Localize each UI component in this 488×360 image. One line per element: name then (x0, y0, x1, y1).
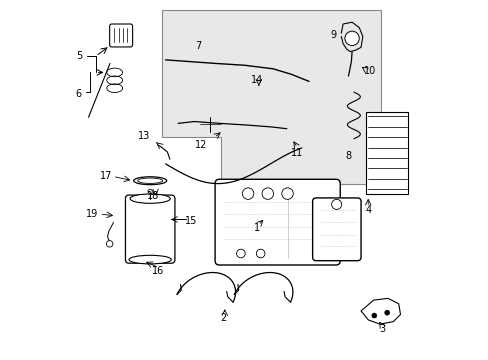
Text: 17: 17 (100, 171, 112, 181)
Circle shape (384, 310, 389, 315)
Circle shape (148, 189, 152, 194)
Ellipse shape (130, 194, 170, 203)
Circle shape (344, 31, 359, 45)
Circle shape (331, 199, 341, 210)
Text: 2: 2 (220, 313, 225, 323)
Text: 1: 1 (253, 224, 260, 233)
FancyBboxPatch shape (109, 24, 132, 47)
Ellipse shape (129, 255, 171, 264)
Text: 18: 18 (146, 191, 159, 201)
Ellipse shape (133, 177, 166, 185)
FancyBboxPatch shape (125, 195, 175, 263)
Text: 10: 10 (363, 66, 375, 76)
Polygon shape (162, 10, 380, 184)
FancyBboxPatch shape (312, 198, 360, 261)
Polygon shape (360, 298, 400, 324)
Circle shape (256, 249, 264, 258)
Text: 9: 9 (330, 30, 336, 40)
Text: 15: 15 (184, 216, 197, 226)
Text: 8: 8 (345, 151, 351, 161)
Ellipse shape (137, 178, 163, 183)
Circle shape (236, 249, 244, 258)
Circle shape (106, 240, 113, 247)
Text: 3: 3 (379, 324, 385, 334)
Text: 13: 13 (138, 131, 150, 141)
Text: 11: 11 (291, 148, 303, 158)
Text: 16: 16 (152, 266, 164, 276)
FancyBboxPatch shape (215, 179, 340, 265)
Text: 19: 19 (86, 209, 98, 219)
Text: 5: 5 (76, 51, 82, 61)
Text: 6: 6 (76, 89, 81, 99)
Circle shape (281, 188, 293, 199)
Circle shape (262, 188, 273, 199)
Circle shape (242, 188, 253, 199)
Text: 12: 12 (194, 140, 206, 150)
Text: 7: 7 (194, 41, 201, 50)
FancyBboxPatch shape (366, 112, 407, 194)
Text: 4: 4 (365, 206, 370, 216)
Text: 14: 14 (250, 75, 263, 85)
Circle shape (371, 313, 376, 318)
